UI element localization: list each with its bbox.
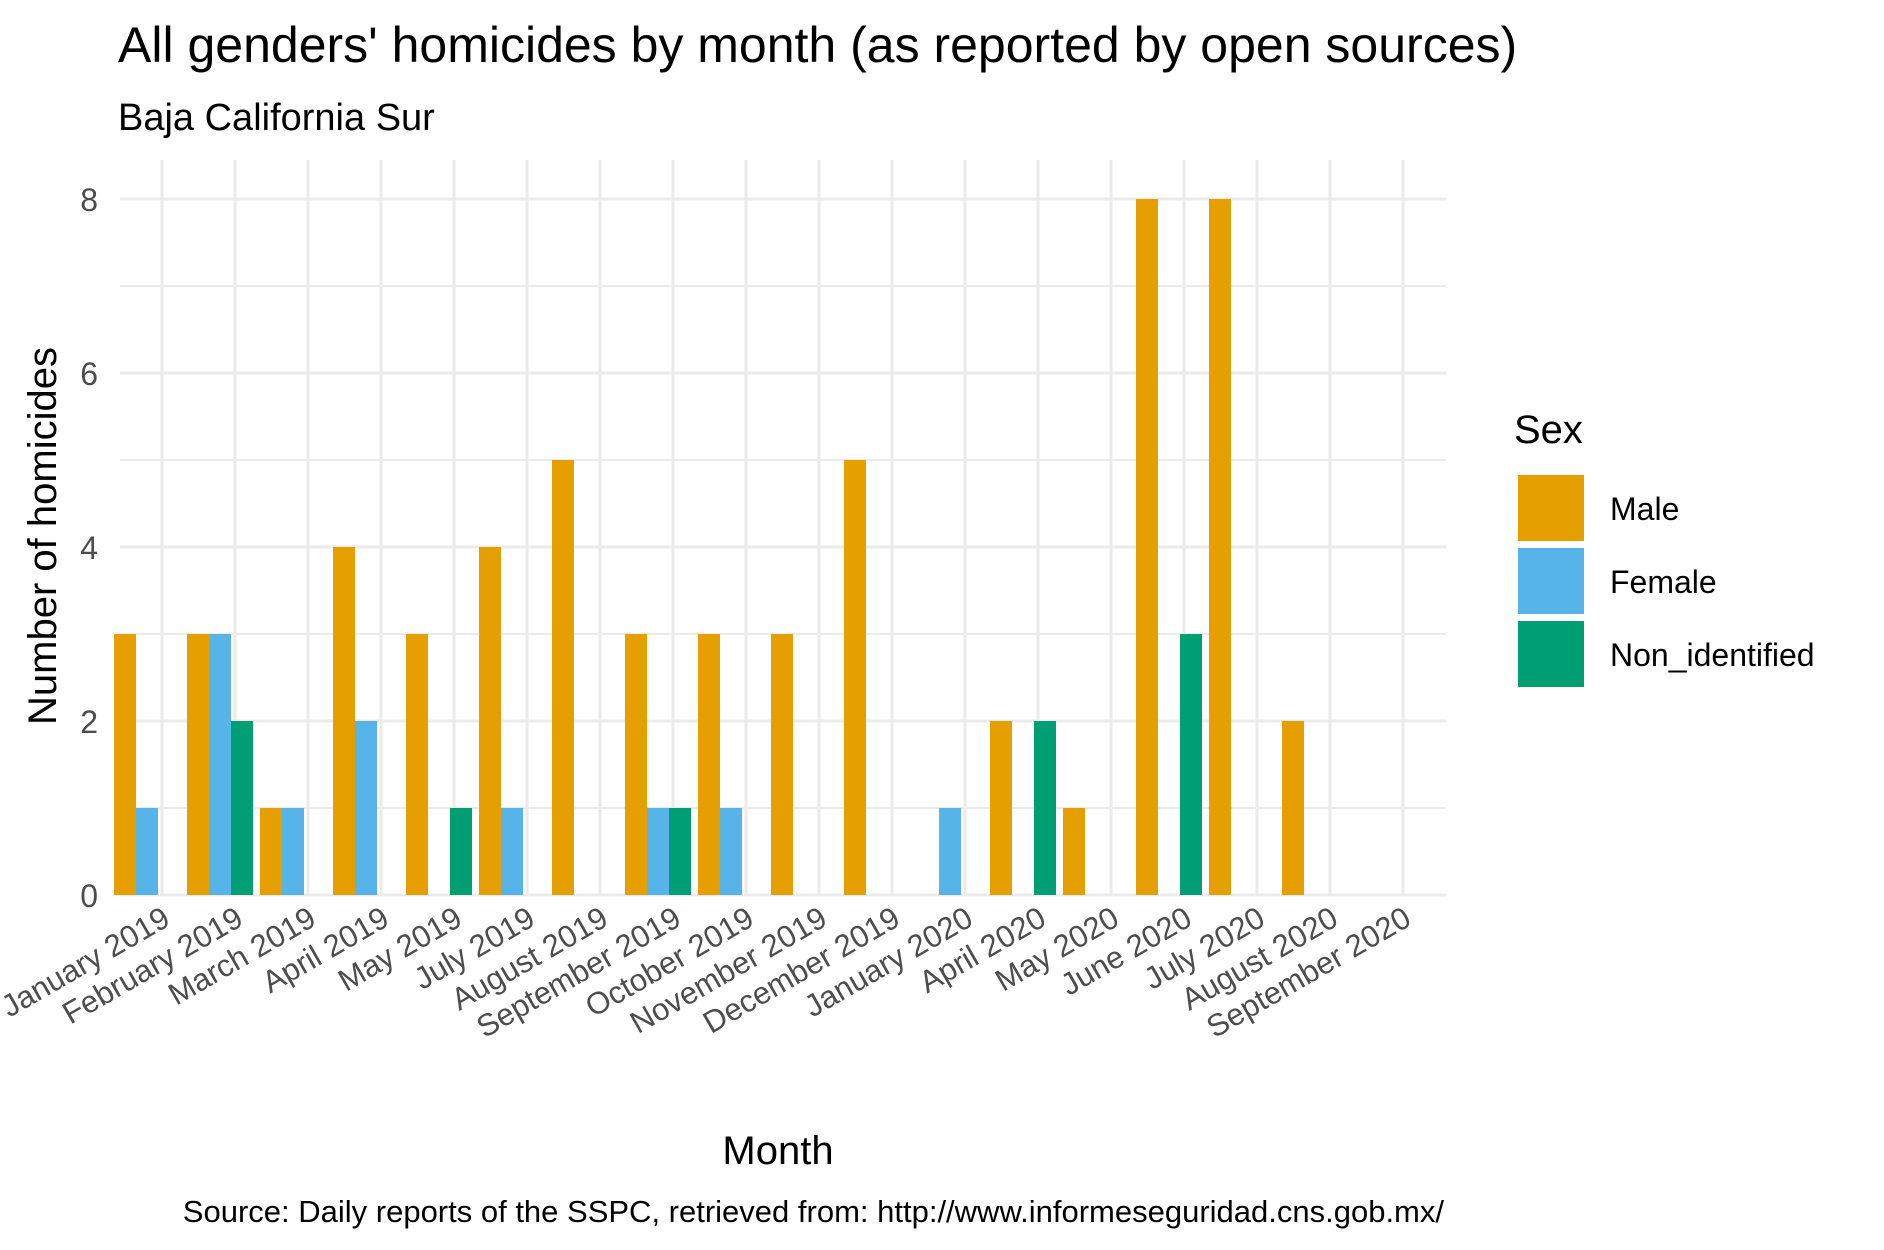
bar-female (209, 634, 231, 895)
bar-male (479, 547, 501, 895)
y-axis-ticks: 0 2 4 6 8 (80, 182, 98, 914)
bar-male (1282, 721, 1304, 895)
bar-non-identified (231, 721, 253, 895)
legend-label: Non_identified (1610, 637, 1815, 673)
bars (114, 199, 1304, 895)
bar-male (990, 721, 1012, 895)
bar-female (647, 808, 669, 895)
bar-non-identified (1180, 634, 1202, 895)
bar-female (501, 808, 523, 895)
bar-male (552, 460, 574, 895)
bar-male (1063, 808, 1085, 895)
y-tick-label: 8 (80, 182, 98, 218)
legend: Sex Male Female Non_identified (1514, 408, 1815, 687)
chart-title: All genders' homicides by month (as repo… (118, 17, 1517, 73)
bar-male (1136, 199, 1158, 895)
source-caption: Source: Daily reports of the SSPC, retri… (183, 1194, 1445, 1229)
legend-title: Sex (1514, 408, 1583, 452)
y-tick-label: 6 (80, 356, 98, 392)
bar-female (720, 808, 742, 895)
x-axis-label: Month (722, 1129, 833, 1173)
bar-male (625, 634, 647, 895)
bar-male (406, 634, 428, 895)
legend-label: Male (1610, 491, 1679, 527)
bar-female (136, 808, 158, 895)
bar-non-identified (1034, 721, 1056, 895)
bar-male (114, 634, 136, 895)
bar-male (333, 547, 355, 895)
chart-subtitle: Baja California Sur (118, 97, 435, 139)
bar-male (187, 634, 209, 895)
bar-male (844, 460, 866, 895)
y-tick-label: 4 (80, 530, 98, 566)
bar-male (771, 634, 793, 895)
bar-female (282, 808, 304, 895)
bar-male (1209, 199, 1231, 895)
bar-non-identified (450, 808, 472, 895)
y-tick-label: 2 (80, 704, 98, 740)
legend-key-non-identified (1518, 621, 1584, 687)
bar-female (939, 808, 961, 895)
legend-label: Female (1610, 564, 1717, 600)
legend-items: Male Female Non_identified (1518, 475, 1815, 687)
legend-key-female (1518, 548, 1584, 614)
y-tick-label: 0 (80, 878, 98, 914)
y-axis-label: Number of homicides (21, 347, 65, 725)
bar-male (698, 634, 720, 895)
legend-key-male (1518, 475, 1584, 541)
bar-male (260, 808, 282, 895)
bar-female (355, 721, 377, 895)
bar-non-identified (669, 808, 691, 895)
